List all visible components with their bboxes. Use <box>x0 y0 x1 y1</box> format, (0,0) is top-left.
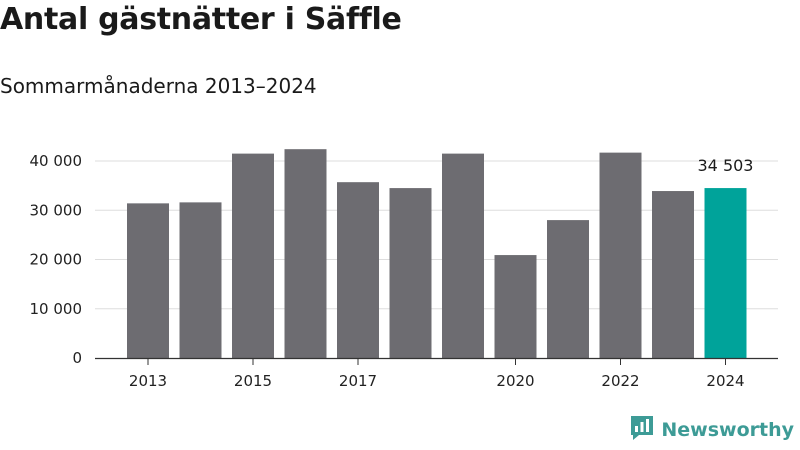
x-tick-label: 2013 <box>129 372 167 390</box>
y-tick-label: 20 000 <box>30 251 83 269</box>
bar-2021 <box>547 220 589 358</box>
x-tick-label: 2024 <box>706 372 744 390</box>
bar-2013 <box>127 203 169 358</box>
x-tick-label: 2022 <box>601 372 639 390</box>
axes: 0 10 000 20 000 30 000 40 000 2013 2015 2017 202… <box>30 152 778 390</box>
bar-2019 <box>442 153 484 358</box>
data-label-2024: 34 503 <box>698 156 754 175</box>
bar-chart: 0 10 000 20 000 30 000 40 000 2013 2015 2017 202… <box>30 149 778 390</box>
bar-2018 <box>389 188 432 358</box>
bars <box>127 149 747 358</box>
brand-name: Newsworthy <box>661 419 794 441</box>
x-tick-label: 2020 <box>496 372 534 390</box>
y-tick-label: 40 000 <box>30 152 83 170</box>
bar-2024 <box>704 188 747 358</box>
y-tick-label: 0 <box>72 349 82 367</box>
y-tick-label: 30 000 <box>30 201 83 219</box>
x-tick-label: 2017 <box>339 372 377 390</box>
newsworthy-logo-icon <box>630 415 654 445</box>
bar-2022 <box>599 152 642 358</box>
bar-2017 <box>337 182 379 358</box>
bar-2015 <box>232 153 274 358</box>
newsworthy-brand: Newsworthy <box>630 415 794 445</box>
chart-subtitle: Sommarmånaderna 2013–2024 <box>0 74 317 98</box>
chart-title: Antal gästnätter i Säffle <box>0 2 402 37</box>
y-tick-label: 10 000 <box>30 300 83 318</box>
bar-2014 <box>179 202 222 358</box>
bar-2016 <box>284 149 327 358</box>
bar-2020 <box>494 255 537 358</box>
x-tick-label: 2015 <box>234 372 272 390</box>
bar-2023 <box>652 191 694 358</box>
